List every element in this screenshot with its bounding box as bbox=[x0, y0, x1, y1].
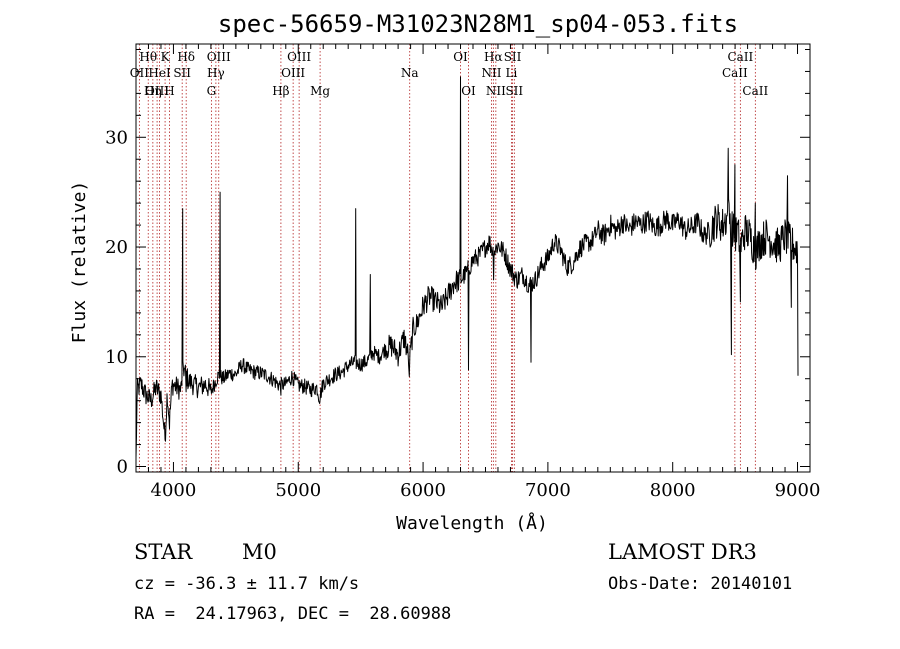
x-tick-label: 5000 bbox=[275, 480, 321, 501]
y-tick-label: 20 bbox=[105, 237, 128, 258]
spectral-line-label: OI bbox=[453, 50, 468, 64]
spectral-line-label: HeI bbox=[148, 66, 171, 80]
spectral-line-label: Hγ bbox=[207, 66, 225, 80]
spectral-line-label: CaII bbox=[742, 84, 768, 98]
spectral-line-markers bbox=[138, 44, 756, 472]
spectral-line-label: OIII bbox=[281, 66, 305, 80]
x-tick-label: 4000 bbox=[151, 480, 197, 501]
x-tick-label: 6000 bbox=[400, 480, 446, 501]
spectrum-series bbox=[135, 76, 799, 458]
spectral-line-label: Hα bbox=[484, 50, 503, 64]
spectral-line-label: Li bbox=[506, 66, 518, 80]
spectral-line-label: H bbox=[164, 84, 174, 98]
spectral-line-label: SII bbox=[504, 50, 522, 64]
x-tick-label: 7000 bbox=[525, 480, 571, 501]
observation-date: Obs-Date: 20140101 bbox=[608, 574, 793, 594]
spectral-line-label: CaII bbox=[727, 50, 753, 64]
spectral-line-label: Mg bbox=[310, 84, 330, 98]
survey-name: LAMOST DR3 bbox=[608, 540, 757, 564]
spectral-line-label: OIII bbox=[207, 50, 231, 64]
y-axis-ticks: 0 10 20 30 bbox=[105, 48, 810, 478]
ra-dec-coordinates: RA = 24.17963, DEC = 28.60988 bbox=[134, 604, 452, 624]
spectral-line-label: SII bbox=[173, 66, 191, 80]
y-tick-label: 10 bbox=[105, 347, 128, 368]
x-tick-label: 9000 bbox=[775, 480, 821, 501]
spectral-line-label: G bbox=[207, 84, 217, 98]
spectral-line-label: OIII bbox=[287, 50, 311, 64]
y-tick-label: 0 bbox=[117, 457, 128, 478]
x-axis-label: Wavelength (Å) bbox=[396, 512, 548, 534]
spectral-line-label: Na bbox=[401, 66, 419, 80]
spectral-line-label: Hθ bbox=[139, 50, 157, 64]
redshift-velocity: cz = -36.3 ± 11.7 km/s bbox=[134, 574, 360, 594]
x-axis-ticks: 4000 5000 6000 7000 8000 9000 bbox=[135, 44, 821, 501]
y-tick-label: 30 bbox=[105, 127, 128, 148]
spectral-line-label: Hη bbox=[144, 84, 162, 98]
spectral-line-label: K bbox=[161, 50, 171, 64]
spectral-line-label: NII bbox=[481, 66, 501, 80]
y-axis-label: Flux (relative) bbox=[69, 181, 90, 344]
spectral-line-label: Hβ bbox=[272, 84, 289, 98]
object-subclass: M0 bbox=[242, 540, 277, 564]
spectral-line-label: Hδ bbox=[177, 50, 195, 64]
spectral-line-label: OII bbox=[130, 66, 150, 80]
spectral-line-label: NII bbox=[486, 84, 506, 98]
spectral-line-label: CaII bbox=[722, 66, 748, 80]
spectral-line-label: SII bbox=[505, 84, 523, 98]
object-class: STAR bbox=[134, 540, 193, 564]
spectral-line-label: OI bbox=[461, 84, 476, 98]
x-tick-label: 8000 bbox=[650, 480, 696, 501]
chart-title: spec-56659-M31023N28M1_sp04-053.fits bbox=[218, 10, 738, 38]
spectral-line-label: OIII bbox=[145, 84, 169, 98]
